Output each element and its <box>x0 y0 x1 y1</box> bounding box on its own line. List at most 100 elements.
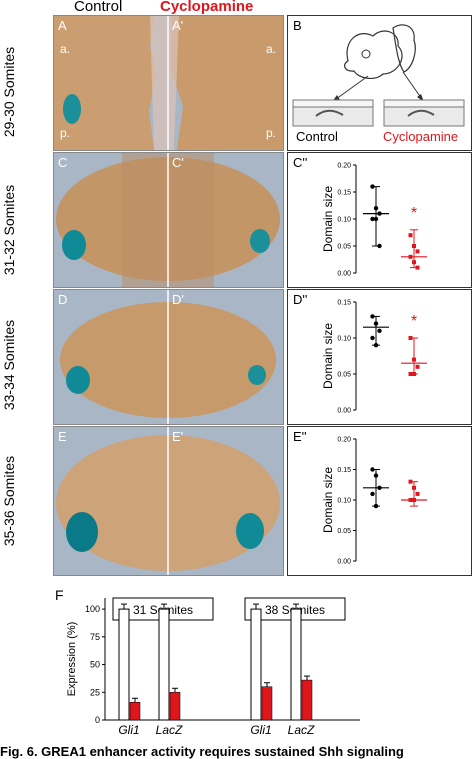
bar-cyclopamine <box>169 692 181 721</box>
data-point <box>377 328 382 333</box>
data-point <box>408 498 413 502</box>
row-label-31-32: 31-32 Somites <box>1 184 17 276</box>
data-point <box>377 485 382 490</box>
panel-d-double-prime: D'' 0.00 0.05 0.10 0.15 Domain size * <box>287 289 472 425</box>
data-point <box>412 372 416 376</box>
panel-label-d-prime: D' <box>172 292 184 307</box>
data-point <box>415 265 420 270</box>
data-point <box>370 314 375 319</box>
domain-size-plot-d: 0.00 0.05 0.10 0.15 Domain size * <box>321 300 427 415</box>
significance-star: * <box>411 205 417 222</box>
y-tick-label: 75 <box>90 632 100 642</box>
bar-cyclopamine <box>261 686 273 721</box>
data-point <box>408 479 413 484</box>
category-label: Gli1 <box>250 723 271 737</box>
y-tick-label: 0.15 <box>337 300 351 307</box>
data-point <box>370 216 375 222</box>
micrograph-d: D D' <box>53 289 284 425</box>
y-tick-label: 0.10 <box>337 336 351 343</box>
y-tick-label: 0.00 <box>337 559 351 566</box>
micrograph-c-image <box>54 153 283 287</box>
column-header-cyclopamine: Cyclopamine <box>160 0 254 15</box>
row-label-35-36: 35-36 Somites <box>1 455 17 547</box>
y-tick-label: 0.15 <box>337 190 351 197</box>
panel-label-c-double-prime: C'' <box>293 155 308 170</box>
panel-b-control-label: Control <box>296 129 338 144</box>
data-point <box>415 491 420 496</box>
y-axis-label: Domain size <box>321 186 335 252</box>
domain-size-plot-c: 0.00 0.05 0.10 0.15 0.20 Domain size * <box>321 163 427 278</box>
panel-label-a: A <box>58 18 67 33</box>
panel-label-b: B <box>293 18 302 33</box>
row-label-29-30: 29-30 Somites <box>1 46 17 138</box>
data-point <box>412 244 416 248</box>
y-tick-label: 0.05 <box>337 528 351 535</box>
panel-label-c-prime: C' <box>172 155 184 170</box>
data-point <box>412 357 416 362</box>
category-label: Gli1 <box>118 723 139 737</box>
micrograph-a: A A' a. p. a. p. <box>53 15 284 151</box>
data-point <box>408 254 413 259</box>
panel-label-e-prime: E' <box>172 429 184 444</box>
panel-b-diagram <box>292 24 465 127</box>
data-point <box>412 485 416 490</box>
bar-cyclopamine <box>129 702 141 721</box>
micrograph-e-image <box>54 427 283 575</box>
category-label: LacZ <box>156 723 183 737</box>
data-point <box>370 184 375 189</box>
data-point <box>373 343 379 348</box>
figure-caption: Fig. 6. GREA1 enhancer activity requires… <box>0 744 404 759</box>
panel-label-f: F <box>55 587 64 603</box>
panel-label-d: D <box>58 292 68 307</box>
anterior-label-left: a. <box>60 42 71 56</box>
y-tick-label: 0.20 <box>337 437 351 444</box>
panel-b-cyclopamine-label: Cyclopamine <box>383 129 459 144</box>
y-axis-label: Domain size <box>321 467 335 533</box>
panel-label-d-double-prime: D'' <box>293 292 308 307</box>
data-point <box>373 503 379 509</box>
y-tick-label: 0.05 <box>337 244 351 251</box>
micrograph-c: C C' <box>53 152 284 288</box>
row-label-33-34: 33-34 Somites <box>1 319 17 411</box>
y-axis-label: Domain size <box>321 323 335 389</box>
data-point <box>373 216 379 222</box>
data-point <box>408 233 413 238</box>
panel-label-e: E <box>58 429 67 444</box>
significance-star: * <box>411 313 417 330</box>
domain-size-plot-e: 0.00 0.05 0.10 0.15 0.20 Domain size <box>321 437 427 566</box>
posterior-label-right: p. <box>266 126 277 140</box>
bar-control <box>118 608 130 721</box>
y-tick-label: 0.00 <box>337 408 351 415</box>
data-point <box>373 206 379 211</box>
y-tick-label: 0 <box>95 715 100 725</box>
panel-label-c: C <box>58 155 68 170</box>
micrograph-d-image <box>54 290 283 424</box>
data-point <box>370 467 375 472</box>
panel-label-e-double-prime: E'' <box>293 429 307 444</box>
micrograph-a-image <box>54 16 283 150</box>
bar-cyclopamine <box>301 679 313 721</box>
bar-control <box>158 608 170 721</box>
data-point <box>373 321 379 326</box>
data-point <box>408 372 413 376</box>
panel-label-a-prime: A' <box>172 18 184 33</box>
panel-b: B Control Cyclopamine <box>287 15 472 151</box>
bar-control <box>250 608 262 721</box>
data-point <box>408 336 413 340</box>
category-label: LacZ <box>288 723 315 737</box>
y-tick-label: 0.20 <box>337 163 351 170</box>
data-point <box>415 364 420 369</box>
data-point <box>377 243 382 249</box>
panel-c-double-prime: C'' 0.00 0.05 0.10 0.15 0.20 Domain size * <box>287 152 472 288</box>
y-tick-label: 100 <box>85 604 100 614</box>
data-point <box>377 211 382 216</box>
data-point <box>415 249 420 254</box>
data-point <box>412 260 416 265</box>
y-tick-label: 0.05 <box>337 372 351 379</box>
bar-control <box>290 608 302 721</box>
posterior-label-left: p. <box>60 126 71 140</box>
data-point <box>412 498 416 502</box>
panel-e-double-prime: E'' 0.00 0.05 0.10 0.15 0.20 Domain size <box>287 426 472 576</box>
data-point <box>370 491 375 497</box>
